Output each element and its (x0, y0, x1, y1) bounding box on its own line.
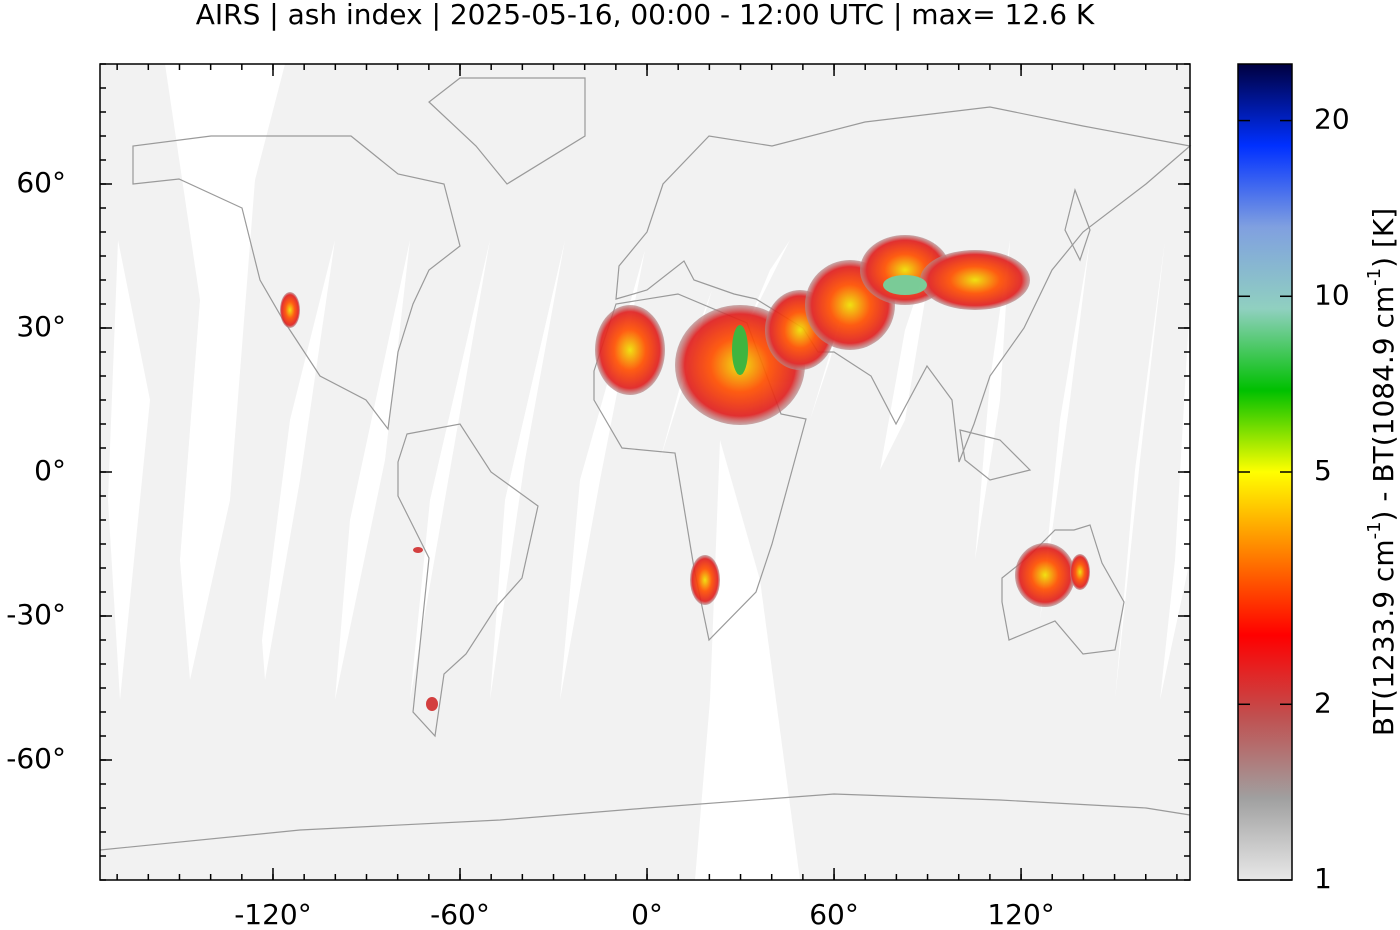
y-tick-label: -30° (6, 598, 66, 631)
colorbar-label-superscript: -1 (1364, 268, 1385, 286)
colorbar-tick-label: 1 (1314, 862, 1332, 895)
colorbar-label-superscript: -1 (1364, 521, 1385, 539)
y-tick-label: -60° (6, 742, 66, 775)
coastlines (99, 77, 1192, 851)
map (99, 63, 1192, 881)
ash-index-field (280, 235, 1090, 711)
colorbar-tick-label: 10 (1314, 278, 1350, 311)
y-tick-label: 60° (16, 166, 66, 199)
x-tick-label: -60° (430, 898, 490, 930)
y-tick-label: 0° (34, 454, 66, 487)
x-tick-label: 60° (809, 898, 859, 930)
swath-gaps (108, 64, 1190, 880)
x-tick-label: 120° (987, 898, 1054, 930)
y-tick-label: 30° (16, 310, 66, 343)
colorbar-tick-label: 2 (1314, 686, 1332, 719)
x-tick-label: 0° (631, 898, 663, 930)
colorbar-tick-label: 20 (1314, 103, 1350, 136)
colorbar-label-part: BT(1233.9 cm (1367, 539, 1400, 736)
colorbar-label-part: ) - BT(1084.9 cm (1367, 286, 1400, 522)
chart-title: AIRS | ash index | 2025-05-16, 00:00 - 1… (196, 0, 1095, 31)
x-tick-label: -120° (234, 898, 312, 930)
colorbar-label-part: ) [K] (1367, 208, 1400, 268)
colorbar-label: BT(1233.9 cm-1) - BT(1084.9 cm-1) [K] (1364, 208, 1400, 736)
colorbar-tick-label: 5 (1314, 454, 1332, 487)
map-background (100, 64, 1190, 880)
